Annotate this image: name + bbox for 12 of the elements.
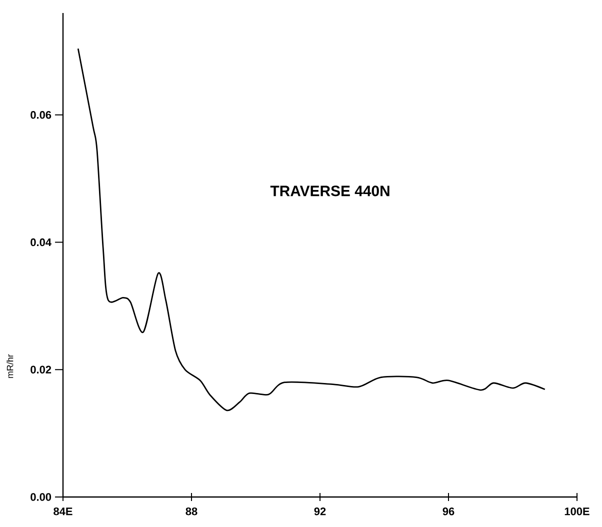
text: TRAVERSE 440N: [270, 186, 390, 196]
x-tick-label: 84E: [54, 508, 72, 516]
x-tick-label: 92: [314, 508, 326, 516]
x-tick-label: 100E: [564, 508, 590, 516]
line-series: [77, 48, 546, 412]
y-tick-label: 0.04: [30, 238, 52, 246]
x-tick-label: 88: [186, 508, 198, 516]
y-tick-label: 0.00: [30, 493, 52, 501]
x-tick-label: 96: [442, 508, 454, 516]
y-tick-label: 0.02: [30, 366, 52, 374]
y-axis-title: mR/hr: [6, 354, 14, 378]
y-tick-label: 0.06: [30, 111, 52, 119]
